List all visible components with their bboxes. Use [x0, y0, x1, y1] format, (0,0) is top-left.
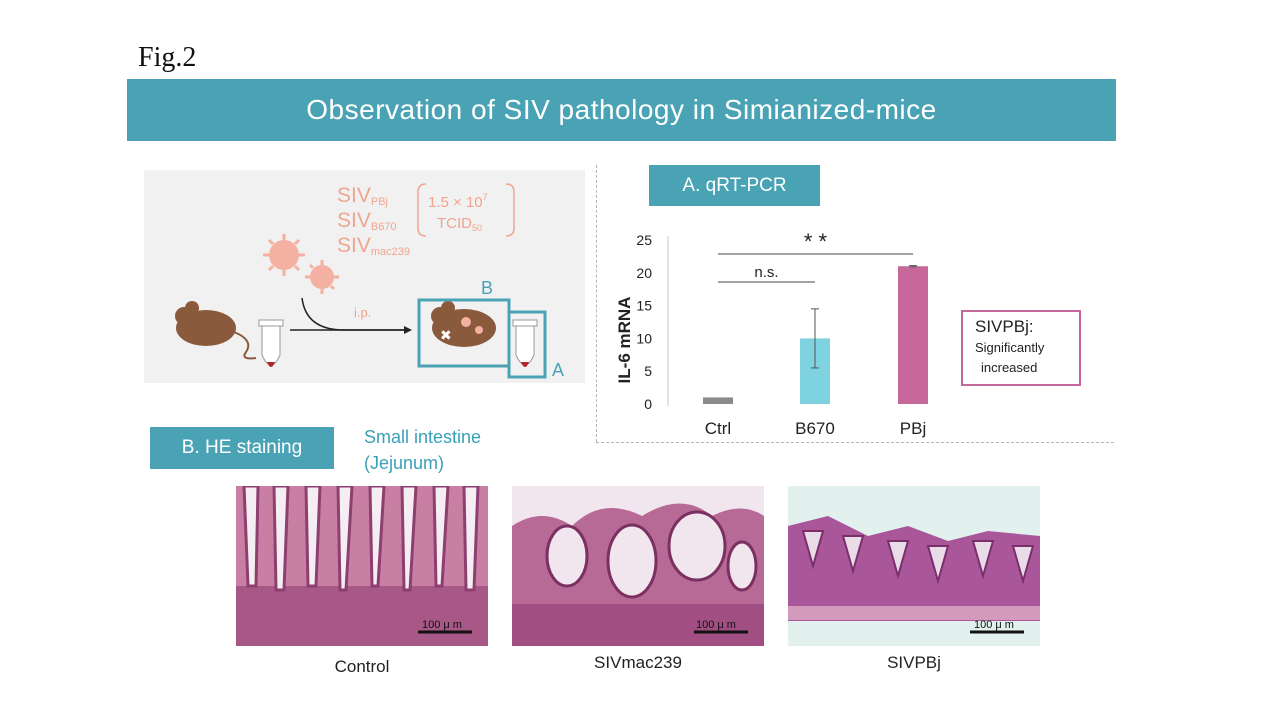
figure-title: Observation of SIV pathology in Simianiz… [127, 79, 1116, 141]
tissue-name: Small intestine [364, 427, 482, 447]
y-tick-label: 15 [636, 298, 652, 314]
section-b-label: B. HE staining [150, 427, 334, 469]
svg-text:SIVB670: SIVB670 [337, 209, 397, 233]
significance-annotations: n.s. * * [718, 229, 913, 283]
y-tick-label: 5 [644, 363, 652, 379]
micrograph-label-control: Control [334, 657, 390, 676]
x-categories: Ctrl B670 PBj [705, 419, 926, 438]
mouse-icon [175, 301, 257, 360]
virus-2-name: SIV [337, 209, 371, 232]
panel-divider-horizontal [596, 442, 1114, 443]
significance-label: * * [804, 229, 828, 254]
callout-line-2: Significantly [975, 340, 1045, 355]
significance-label: n.s. [754, 264, 778, 281]
section-a-label: A. qRT-PCR [649, 165, 820, 206]
dose-value: 1.5 × 10 [428, 194, 483, 211]
tissue-caption: Small intestine (Jejunum) [364, 424, 481, 476]
scale-bar-label: 100 μ m [422, 619, 462, 631]
svg-text:SIVmac239: SIVmac239 [337, 234, 410, 258]
virus-list: SIVPBj SIVB670 SIVmac239 1.5 × 107 TCID5… [337, 183, 515, 258]
y-tick-label: 0 [644, 396, 652, 412]
scale-bar-label: 100 μ m [974, 619, 1014, 631]
virus-3-name: SIV [337, 234, 371, 257]
dose-unit: TCID [437, 215, 472, 232]
x-category-label: B670 [795, 419, 835, 438]
y-axis-label: IL-6 mRNA [615, 297, 634, 384]
figure-label: Fig.2 [138, 42, 197, 73]
y-tick-label: 10 [636, 330, 652, 346]
injection-curve [301, 297, 404, 331]
micrograph-sivmac239: 100 μ m [512, 486, 764, 646]
virus-particle-icon [263, 234, 339, 294]
infection-schematic: SIVPBj SIVB670 SIVmac239 1.5 × 107 TCID5… [144, 170, 585, 383]
virus-2-sub: B670 [371, 221, 397, 233]
result-callout: SIVPBj: Significantly increased [961, 310, 1081, 386]
sample-tube-icon [258, 319, 284, 367]
virus-3-sub: mac239 [371, 246, 410, 258]
infected-mouse-icon: ✖ [431, 301, 496, 347]
callout-title: SIVPBj: [975, 317, 1034, 336]
micrograph-control: 100 μ m [236, 486, 488, 646]
box-a-frame [507, 310, 547, 379]
virus-1-sub: PBj [371, 196, 388, 208]
scale-bar-label: 100 μ m [696, 619, 736, 631]
x-category-label: PBj [900, 419, 926, 438]
panel-divider-vertical [596, 165, 597, 442]
bars [703, 265, 928, 404]
micrograph-label-sivmac239: SIVmac239 [594, 653, 682, 672]
bar-ctrl [703, 397, 733, 404]
callout-line-3: increased [981, 360, 1038, 375]
virus-1-name: SIV [337, 184, 371, 207]
box-b-label: B [481, 278, 493, 298]
arrow-head-icon [404, 326, 412, 334]
svg-text:1.5 × 107: 1.5 × 107 [428, 192, 488, 211]
qrt-pcr-chart: 0 5 10 15 20 25 Ctrl B670 PBj n.s. * * IL-6 mRNA [615, 229, 928, 438]
x-category-label: Ctrl [705, 419, 731, 438]
box-a-label: A [552, 360, 564, 380]
dose-exponent: 7 [483, 192, 488, 202]
y-ticks: 0 5 10 15 20 25 [636, 232, 652, 412]
micrograph-sivpbj: 100 μ m [788, 486, 1040, 646]
svg-text:SIVPBj: SIVPBj [337, 184, 388, 208]
svg-text:✖: ✖ [440, 328, 452, 344]
bar-pbj [898, 266, 928, 404]
tissue-region: (Jejunum) [364, 453, 445, 473]
y-tick-label: 20 [636, 265, 652, 281]
svg-text:TCID50: TCID50 [437, 215, 482, 233]
y-tick-label: 25 [636, 232, 652, 248]
sample-tube-icon [512, 319, 538, 367]
micrograph-label-sivpbj: SIVPBj [887, 653, 941, 672]
schematic-drawing: SIVPBj SIVB670 SIVmac239 1.5 × 107 TCID5… [175, 183, 564, 380]
dose-unit-sub: 50 [472, 223, 482, 233]
route-label: i.p. [354, 305, 371, 320]
